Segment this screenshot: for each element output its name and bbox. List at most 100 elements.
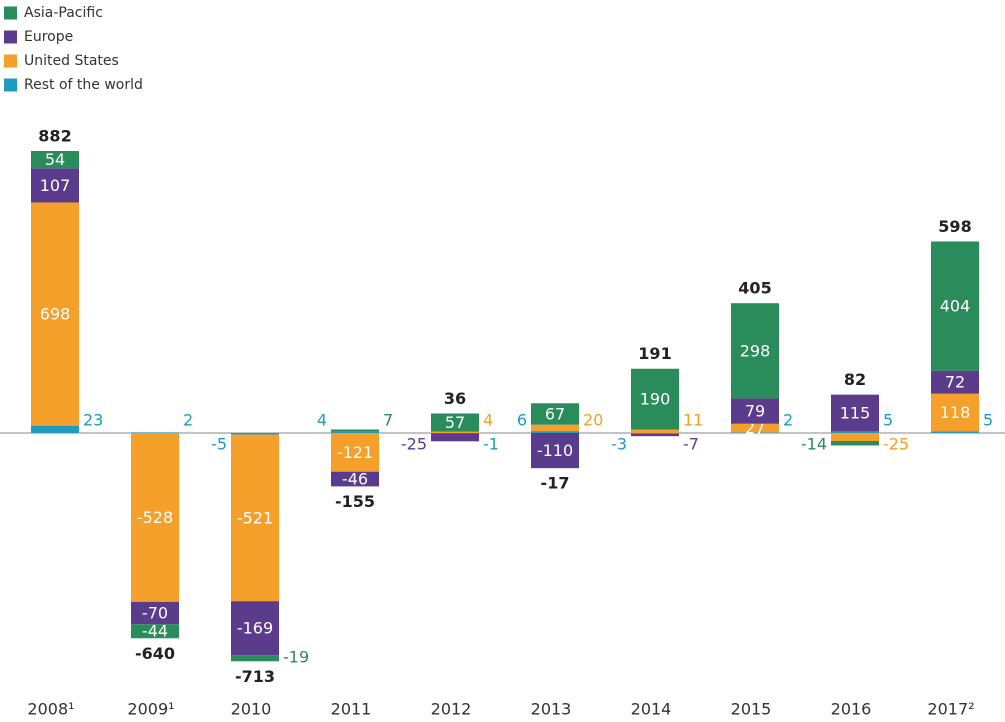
legend-label: Asia-Pacific — [24, 5, 103, 21]
bar-segment — [831, 394, 879, 432]
segment-label: -1 — [483, 435, 499, 454]
bar-segment — [431, 433, 479, 442]
bar-segment — [131, 624, 179, 639]
bar-segment — [331, 429, 379, 432]
bar-segment — [831, 431, 879, 433]
bar-segment — [831, 433, 879, 441]
bar-segment — [731, 423, 779, 433]
segment-label: 57 — [445, 413, 465, 432]
bar-segment — [131, 433, 179, 602]
segment-label: -19 — [283, 648, 309, 667]
bar-segment — [531, 424, 579, 432]
bar-segment — [331, 471, 379, 487]
bar-segment — [131, 432, 179, 433]
x-tick-label: 2008¹ — [27, 700, 74, 719]
bar-segment — [31, 151, 79, 169]
segment-label: 6 — [517, 411, 527, 430]
total-label: 405 — [738, 279, 771, 298]
bar-segment — [831, 440, 879, 446]
segment-label: 72 — [945, 373, 965, 392]
bar-segment — [31, 202, 79, 426]
bar-segment — [331, 433, 379, 472]
total-label: 82 — [844, 370, 866, 389]
bar-segment — [331, 431, 379, 433]
segment-label: 5 — [983, 411, 993, 430]
total-label: -17 — [541, 474, 570, 493]
segment-label: 5 — [883, 411, 893, 430]
bar-segment — [631, 429, 679, 433]
legend: Asia-Pacific Europe United States Rest of t… — [4, 5, 143, 93]
segment-label: -44 — [142, 622, 168, 641]
x-tick-label: 2014 — [631, 700, 672, 719]
segment-label: 11 — [683, 411, 703, 430]
legend-label: Rest of the world — [24, 77, 143, 93]
segment-label: -7 — [683, 435, 699, 454]
segment-label: -121 — [337, 443, 373, 462]
x-tick-label: 2010 — [231, 700, 272, 719]
total-label: 191 — [638, 344, 671, 363]
total-label: 36 — [444, 389, 466, 408]
segment-label: 20 — [583, 411, 603, 430]
segment-label: -14 — [801, 435, 827, 454]
segment-label: 2 — [783, 411, 793, 430]
segment-label: 67 — [545, 404, 565, 423]
segment-label: 7 — [383, 411, 393, 430]
bar-segment — [431, 413, 479, 432]
bar-segment — [931, 393, 979, 432]
bar-segment — [731, 303, 779, 399]
legend-swatch — [4, 78, 17, 92]
segment-label: -25 — [401, 435, 427, 454]
bar-segment — [531, 431, 579, 433]
bar-segment — [931, 431, 979, 433]
segment-label: 23 — [83, 411, 103, 430]
segment-label: 698 — [40, 305, 71, 324]
x-tick-label: 2013 — [531, 700, 572, 719]
segment-label: -46 — [342, 470, 368, 489]
bar-segment — [31, 425, 79, 433]
x-tick-label: 2017² — [927, 700, 974, 719]
segment-label: 4 — [317, 411, 327, 430]
bar-segment — [231, 434, 279, 602]
segment-label: -70 — [142, 604, 168, 623]
bar-segment — [231, 655, 279, 662]
x-tick-label: 2012 — [431, 700, 472, 719]
bar-segment — [731, 432, 779, 433]
bar-segment — [931, 241, 979, 371]
total-label: -155 — [335, 492, 375, 511]
legend-label: United States — [24, 53, 119, 69]
segment-label: -521 — [237, 508, 273, 527]
segment-label: -528 — [137, 508, 173, 527]
bar-segment — [231, 601, 279, 656]
bar-segment — [631, 433, 679, 434]
total-label: -713 — [235, 667, 275, 686]
total-label: -640 — [135, 644, 175, 663]
segment-label: 190 — [640, 390, 671, 409]
segment-label: 79 — [745, 402, 765, 421]
legend-swatch — [4, 6, 17, 20]
total-label: 882 — [38, 127, 71, 146]
bar-segment — [631, 433, 679, 437]
segment-label: -5 — [211, 435, 227, 454]
bar-segment — [31, 168, 79, 203]
bar-segment — [231, 433, 279, 435]
segment-label: 2 — [183, 411, 193, 430]
segment-label: -169 — [237, 619, 273, 638]
segment-label: 4 — [483, 411, 493, 430]
x-tick-label: 2016 — [831, 700, 872, 719]
bar-segment — [131, 601, 179, 625]
x-tick-label: 2009¹ — [127, 700, 174, 719]
segment-label: 404 — [940, 297, 971, 316]
segment-label: -110 — [537, 441, 573, 460]
bar-segment — [931, 370, 979, 394]
total-label: 598 — [938, 217, 971, 236]
segment-label: -3 — [611, 435, 627, 454]
x-tick-label: 2011 — [331, 700, 372, 719]
segment-label: 115 — [840, 404, 871, 423]
bar-segment — [631, 368, 679, 430]
bar-segment — [431, 431, 479, 433]
segment-label: 54 — [45, 150, 65, 169]
legend-swatch — [4, 54, 17, 68]
legend-label: Europe — [24, 29, 73, 45]
segment-label: 298 — [740, 341, 771, 360]
bar-segment — [731, 398, 779, 424]
